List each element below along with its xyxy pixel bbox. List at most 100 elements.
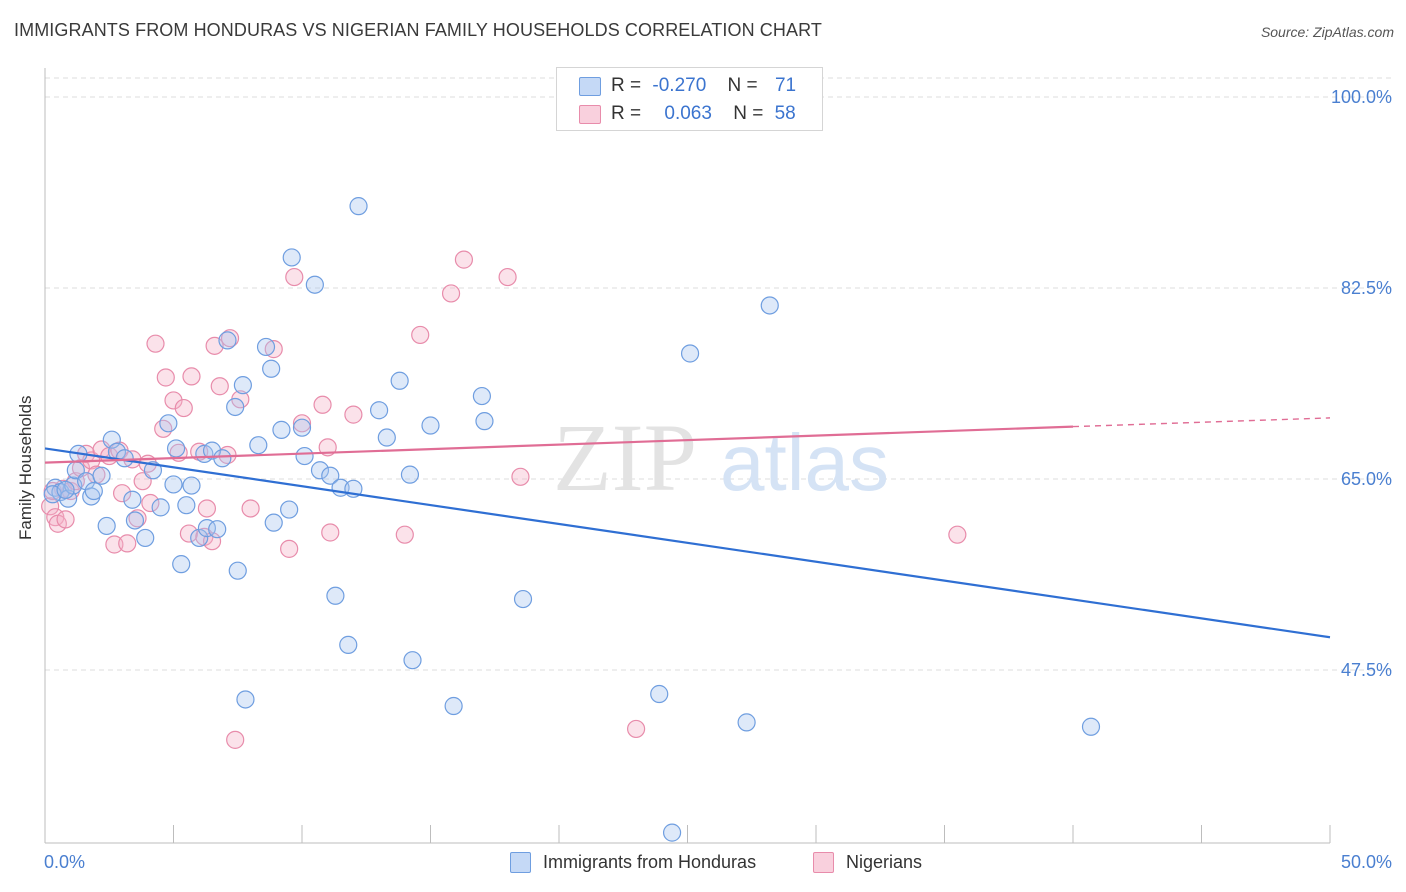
- point-honduras: [202, 441, 222, 460]
- series-legend: Immigrants from Honduras Nigerians: [0, 852, 1406, 878]
- point-honduras: [262, 359, 281, 378]
- point-nigerians: [395, 525, 414, 544]
- point-honduras: [662, 823, 682, 842]
- point-nigerians: [112, 484, 132, 503]
- point-honduras: [339, 635, 358, 654]
- point-honduras: [177, 496, 196, 515]
- legend-n-label: N =: [733, 103, 764, 124]
- point-nigerians: [498, 267, 517, 287]
- trend-line-nigerians: [44, 425, 1074, 464]
- point-honduras: [233, 376, 252, 395]
- legend-n-label: N =: [727, 75, 758, 96]
- legend-swatch-pink: [579, 104, 601, 124]
- point-honduras: [97, 516, 116, 536]
- point-nigerians: [128, 509, 147, 528]
- point-honduras: [403, 651, 422, 670]
- legend-item-honduras[interactable]: Immigrants from Honduras: [510, 852, 756, 873]
- y-axis-label: Family Households: [16, 395, 35, 540]
- point-honduras: [249, 436, 268, 455]
- watermark-zip: ZIP: [553, 404, 697, 511]
- point-honduras: [650, 684, 669, 704]
- point-honduras: [92, 466, 111, 485]
- point-honduras: [1081, 717, 1101, 736]
- point-honduras: [292, 418, 312, 437]
- point-honduras: [513, 589, 533, 609]
- point-nigerians: [220, 329, 240, 348]
- legend-item-nigerians[interactable]: Nigerians: [813, 852, 922, 873]
- point-nigerians: [285, 267, 304, 287]
- chart-title: IMMIGRANTS FROM HONDURAS VS NIGERIAN FAM…: [14, 20, 822, 40]
- point-nigerians: [105, 535, 124, 554]
- point-nigerians: [511, 467, 530, 486]
- point-nigerians: [197, 499, 217, 518]
- point-honduras: [264, 513, 283, 532]
- point-honduras: [228, 561, 247, 580]
- point-honduras: [182, 476, 201, 495]
- point-nigerians: [292, 414, 312, 433]
- point-honduras: [349, 197, 368, 216]
- point-honduras: [421, 416, 440, 435]
- point-honduras: [208, 520, 227, 539]
- legend-r-value: -0.270: [652, 75, 707, 96]
- point-honduras: [172, 555, 191, 574]
- point-nigerians: [146, 334, 165, 353]
- point-nigerians: [210, 377, 229, 396]
- trend-line-nigerians-extension: [1072, 417, 1331, 428]
- point-honduras: [760, 296, 779, 315]
- point-nigerians: [626, 719, 646, 739]
- correlation-legend: R = -0.270 N = 71 R = 0.063 N = 58: [556, 67, 823, 131]
- point-honduras: [218, 331, 237, 350]
- y-tick-label: 100.0%: [1331, 87, 1392, 107]
- point-honduras: [472, 386, 491, 406]
- y-tick-label: 82.5%: [1341, 278, 1392, 298]
- point-nigerians: [441, 284, 461, 303]
- point-nigerians: [948, 525, 967, 544]
- point-nigerians: [226, 730, 245, 749]
- point-nigerians: [241, 499, 260, 518]
- point-honduras: [295, 446, 314, 466]
- point-honduras: [680, 344, 700, 363]
- point-nigerians: [179, 524, 199, 543]
- y-tick-label: 47.5%: [1341, 660, 1392, 680]
- point-honduras: [444, 696, 463, 716]
- point-honduras: [377, 428, 396, 447]
- point-honduras: [280, 500, 299, 519]
- point-honduras: [282, 248, 301, 267]
- point-honduras: [326, 586, 345, 605]
- point-honduras: [166, 439, 186, 458]
- point-honduras: [164, 475, 183, 494]
- point-nigerians: [156, 368, 175, 387]
- series-honduras: [43, 197, 1101, 842]
- legend-label-nigerians: Nigerians: [846, 852, 923, 872]
- watermark: ZIP atlas: [553, 404, 889, 511]
- legend-n-value: 71: [774, 75, 797, 96]
- point-nigerians: [182, 367, 201, 386]
- legend-swatch-blue: [579, 76, 601, 96]
- legend-swatch-pink: [813, 852, 834, 873]
- axis-layer: [44, 68, 1331, 844]
- point-honduras: [123, 490, 142, 509]
- point-nigerians: [344, 405, 363, 424]
- point-honduras: [151, 498, 170, 517]
- legend-n-value: 58: [774, 103, 796, 124]
- trend-lines: [44, 417, 1331, 639]
- point-honduras: [236, 690, 255, 709]
- point-nigerians: [280, 539, 299, 558]
- watermark-atlas: atlas: [720, 418, 889, 507]
- point-honduras: [400, 465, 420, 484]
- grid-layer: [45, 77, 1392, 671]
- point-nigerians: [118, 534, 137, 553]
- point-honduras: [159, 414, 178, 433]
- point-honduras: [213, 449, 232, 468]
- source-label: Source: ZipAtlas.com: [1260, 24, 1394, 40]
- x-tick-label-min: 0.0%: [44, 852, 86, 872]
- point-honduras: [226, 397, 245, 417]
- y-tick-labels: 47.5% 65.0% 82.5% 100.0%: [1331, 87, 1392, 680]
- point-honduras: [256, 337, 276, 357]
- point-honduras: [475, 412, 494, 431]
- legend-label-honduras: Immigrants from Honduras: [543, 852, 757, 872]
- point-honduras: [321, 466, 340, 485]
- point-honduras: [56, 480, 75, 500]
- x-tick-label-max: 50.0%: [1340, 852, 1392, 872]
